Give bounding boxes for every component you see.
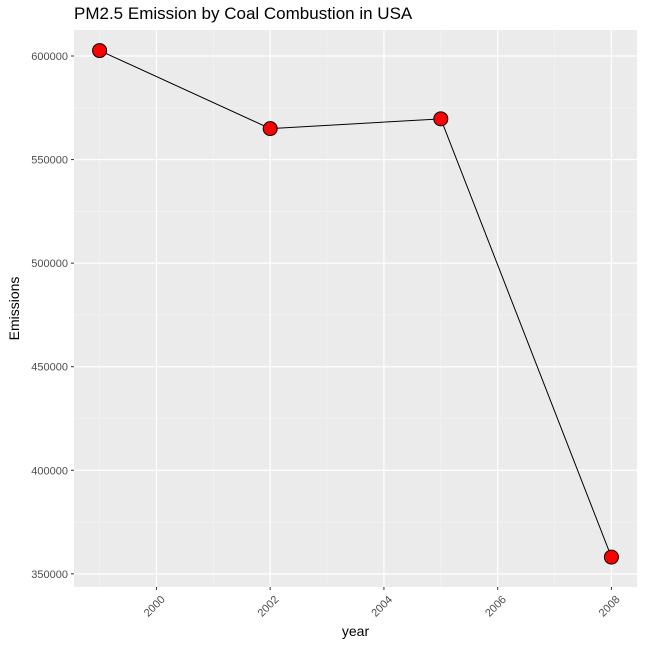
y-tick-label: 500000: [31, 258, 68, 270]
y-axis-title: Emissions: [6, 277, 22, 341]
x-tick-label: 2000: [142, 594, 168, 620]
y-tick-label: 450000: [31, 362, 68, 374]
y-tick-label: 350000: [31, 569, 68, 581]
y-axis: 350000 400000 450000 500000 550000 600000: [31, 51, 74, 581]
chart-title: PM2.5 Emission by Coal Combustion in USA: [74, 4, 413, 23]
data-point: [92, 43, 108, 59]
y-tick-label: 400000: [31, 465, 68, 477]
x-tick-label: 2008: [597, 594, 623, 620]
data-point: [433, 111, 449, 127]
grid-minor-lines: [74, 30, 637, 587]
x-tick-label: 2002: [256, 594, 282, 620]
x-tick-label: 2004: [369, 594, 395, 620]
x-tick-label: 2006: [483, 594, 509, 620]
x-axis: 2000 2002 2004 2006 2008: [142, 587, 623, 620]
series-line: [99, 50, 612, 558]
plot-panel: [74, 30, 637, 587]
y-tick-label: 600000: [31, 51, 68, 63]
data-point: [262, 121, 278, 137]
x-axis-title: year: [342, 623, 370, 639]
y-tick-label: 550000: [31, 155, 68, 167]
data-point: [603, 549, 619, 565]
series-layer: [92, 43, 619, 565]
